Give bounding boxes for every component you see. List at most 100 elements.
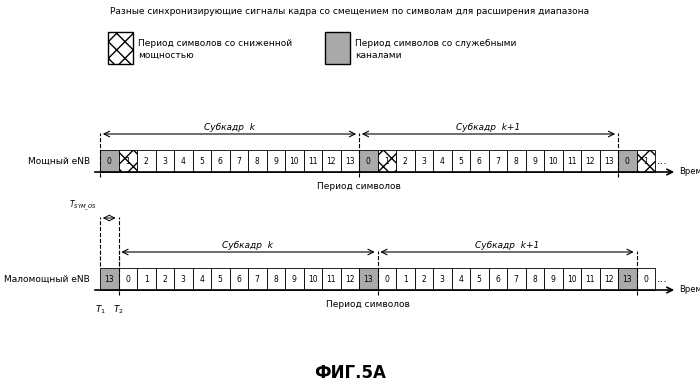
Text: 7: 7 <box>514 275 519 284</box>
Text: 1: 1 <box>384 156 389 165</box>
Text: 8: 8 <box>274 275 278 284</box>
Text: Период символов: Период символов <box>326 300 410 309</box>
Text: 7: 7 <box>255 275 260 284</box>
Bar <box>359 150 377 172</box>
Text: 4: 4 <box>181 156 186 165</box>
Bar <box>489 150 507 172</box>
Text: Мощный eNB: Мощный eNB <box>28 156 90 165</box>
Text: Субкадр  k+1: Субкадр k+1 <box>456 123 521 132</box>
Text: 0: 0 <box>125 275 130 284</box>
Bar <box>599 150 618 172</box>
Bar <box>359 268 377 290</box>
Bar <box>155 150 174 172</box>
Text: 1: 1 <box>144 275 148 284</box>
Text: 4: 4 <box>199 275 204 284</box>
Text: 6: 6 <box>237 275 242 284</box>
Bar <box>599 268 618 290</box>
Bar <box>396 150 414 172</box>
Text: каналами: каналами <box>355 50 402 60</box>
Text: 13: 13 <box>363 275 373 284</box>
Bar <box>118 150 137 172</box>
Text: Время: Время <box>679 167 700 176</box>
Bar <box>285 150 304 172</box>
Text: 5: 5 <box>458 156 463 165</box>
Bar <box>636 150 655 172</box>
Text: Период символов со служебными: Период символов со служебными <box>355 39 517 48</box>
Text: 12: 12 <box>585 156 595 165</box>
Text: Разные синхронизирующие сигналы кадра со смещением по символам для расширения ди: Разные синхронизирующие сигналы кадра со… <box>111 7 589 16</box>
Bar <box>526 268 544 290</box>
Text: 11: 11 <box>326 275 336 284</box>
Text: Субкадр  k+1: Субкадр k+1 <box>475 241 539 250</box>
Bar <box>636 150 655 172</box>
Text: 5: 5 <box>199 156 204 165</box>
Text: 2: 2 <box>421 275 426 284</box>
Text: 9: 9 <box>532 156 537 165</box>
Text: 13: 13 <box>104 275 114 284</box>
Text: 10: 10 <box>567 275 577 284</box>
Text: 3: 3 <box>421 156 426 165</box>
Text: 5: 5 <box>477 275 482 284</box>
Text: Маломощный eNB: Маломощный eNB <box>4 275 90 284</box>
Bar <box>377 150 396 172</box>
Text: 13: 13 <box>622 275 632 284</box>
Bar <box>174 150 193 172</box>
Text: 13: 13 <box>604 156 614 165</box>
Text: Период символов: Период символов <box>317 182 401 191</box>
Bar <box>470 150 489 172</box>
Text: 9: 9 <box>551 275 556 284</box>
Text: ...: ... <box>657 274 668 284</box>
Bar <box>267 268 285 290</box>
Bar <box>414 150 433 172</box>
Bar <box>507 150 526 172</box>
Text: 0: 0 <box>107 156 112 165</box>
Bar <box>248 150 267 172</box>
Bar <box>248 268 267 290</box>
Text: 10: 10 <box>289 156 299 165</box>
Bar <box>322 150 340 172</box>
Text: 11: 11 <box>308 156 318 165</box>
Bar <box>581 150 599 172</box>
Bar <box>433 150 452 172</box>
Text: 4: 4 <box>458 275 463 284</box>
Text: 2: 2 <box>144 156 148 165</box>
Bar <box>544 150 563 172</box>
Bar <box>452 150 470 172</box>
Bar <box>526 150 544 172</box>
Bar <box>618 268 636 290</box>
Bar <box>470 268 489 290</box>
Text: ...: ... <box>657 156 668 166</box>
Text: 6: 6 <box>218 156 223 165</box>
Text: 0: 0 <box>384 275 389 284</box>
Bar <box>118 150 137 172</box>
Bar <box>340 150 359 172</box>
Text: 1: 1 <box>403 275 407 284</box>
Text: 13: 13 <box>345 156 355 165</box>
Text: 0: 0 <box>625 156 630 165</box>
Bar <box>489 268 507 290</box>
Text: 11: 11 <box>585 275 595 284</box>
Bar <box>618 150 636 172</box>
Bar <box>581 268 599 290</box>
Bar <box>636 268 655 290</box>
Bar <box>193 150 211 172</box>
Text: $T_1$: $T_1$ <box>94 304 106 317</box>
Text: 0: 0 <box>366 156 371 165</box>
Text: 9: 9 <box>273 156 278 165</box>
Text: 1: 1 <box>643 156 648 165</box>
Text: 8: 8 <box>533 275 537 284</box>
Text: 12: 12 <box>326 156 336 165</box>
Bar <box>544 268 563 290</box>
Text: $T_2$: $T_2$ <box>113 304 124 317</box>
Text: Субкадр  k: Субкадр k <box>223 241 274 250</box>
Text: 10: 10 <box>548 156 558 165</box>
Text: 2: 2 <box>403 156 407 165</box>
Text: Период символов со сниженной: Период символов со сниженной <box>138 39 292 48</box>
Bar <box>452 268 470 290</box>
Text: 11: 11 <box>567 156 577 165</box>
Text: 12: 12 <box>604 275 613 284</box>
Text: 2: 2 <box>162 275 167 284</box>
Text: Субкадр  k: Субкадр k <box>204 123 255 132</box>
Bar <box>267 150 285 172</box>
Bar <box>563 150 581 172</box>
